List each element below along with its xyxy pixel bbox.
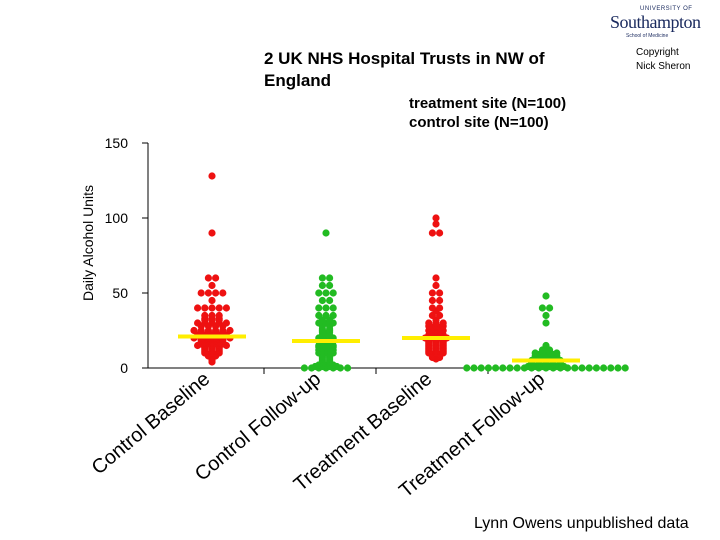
data-point	[215, 304, 223, 312]
data-point	[197, 289, 205, 297]
data-point	[542, 319, 550, 327]
data-point	[513, 364, 521, 372]
data-point	[329, 311, 337, 320]
data-point	[326, 296, 334, 305]
data-point	[318, 274, 326, 282]
data-point	[439, 319, 447, 327]
data-point	[322, 289, 330, 297]
data-point	[432, 214, 440, 222]
title-line-1: 2 UK NHS Hospital Trusts in NW of	[264, 49, 545, 68]
data-point	[222, 304, 230, 312]
logo-name: Southampton	[610, 12, 701, 32]
data-point	[621, 364, 629, 372]
data-point	[432, 220, 440, 228]
data-point	[329, 304, 337, 312]
chart-title: 2 UK NHS Hospital Trusts in NW of Englan…	[264, 48, 584, 92]
data-point	[425, 319, 433, 327]
data-point	[499, 364, 507, 372]
data-point	[208, 296, 216, 305]
y-tick-label: 100	[105, 210, 129, 226]
y-axis-label: Daily Alcohol Units	[80, 185, 96, 301]
data-point	[470, 364, 478, 372]
legend-entry-treatment: treatment site (N=100)	[409, 95, 567, 112]
data-point	[600, 364, 608, 372]
data-point	[222, 319, 230, 327]
data-point	[226, 326, 234, 335]
data-point	[326, 281, 334, 290]
data-point	[201, 304, 209, 312]
data-point	[219, 289, 227, 297]
title-line-2: England	[264, 71, 332, 90]
data-point	[436, 229, 444, 237]
data-point	[484, 364, 492, 372]
data-point	[322, 229, 330, 237]
logo-school: School of Medicine	[626, 33, 669, 39]
data-point	[201, 311, 209, 320]
data-point	[432, 274, 440, 282]
data-point	[204, 274, 212, 282]
footer-credit: Lynn Owens unpublished data	[474, 515, 689, 532]
data-point	[318, 296, 326, 305]
data-point	[428, 229, 436, 237]
x-category-label: Control Baseline	[88, 368, 215, 479]
data-point	[315, 304, 323, 312]
y-tick-label: 0	[120, 360, 128, 376]
data-point	[614, 364, 622, 372]
data-point	[432, 281, 440, 290]
data-point	[326, 274, 334, 282]
data-point	[428, 296, 436, 305]
legend: treatment site (N=100) control site (N=1…	[409, 94, 566, 132]
legend-entry-control: control site (N=100)	[409, 114, 549, 131]
data-point	[300, 364, 308, 372]
data-point	[436, 296, 444, 305]
data-point	[194, 319, 202, 327]
data-point	[208, 281, 216, 290]
data-point	[329, 289, 337, 297]
data-point	[322, 304, 330, 312]
data-point	[318, 281, 326, 290]
data-point	[546, 304, 554, 312]
data-point	[212, 274, 220, 282]
logo-university-text: UNIVERSITY OF	[640, 6, 693, 12]
data-point	[578, 364, 586, 372]
data-point	[344, 364, 352, 372]
data-point	[506, 364, 514, 372]
data-point	[208, 172, 216, 180]
data-point	[194, 304, 202, 312]
data-point	[553, 349, 561, 357]
data-point	[531, 349, 539, 357]
data-point	[208, 311, 216, 320]
data-point	[322, 311, 330, 320]
data-point	[190, 326, 198, 335]
data-point	[208, 304, 216, 312]
data-point	[463, 364, 471, 372]
copyright-line-2: Nick Sheron	[636, 61, 691, 72]
y-tick-label: 150	[105, 135, 129, 151]
data-point	[571, 364, 579, 372]
data-point	[436, 304, 444, 312]
copyright-line-1: Copyright	[636, 47, 679, 58]
data-point	[215, 311, 223, 320]
data-point	[315, 311, 323, 320]
data-point	[428, 304, 436, 312]
university-logo: UNIVERSITY OF Southampton School of Medi…	[596, 4, 714, 40]
data-point	[542, 292, 550, 300]
data-point	[542, 311, 550, 320]
data-point	[538, 304, 547, 312]
data-point	[204, 289, 212, 297]
data-point	[428, 289, 436, 297]
data-point	[212, 289, 220, 297]
data-point	[436, 289, 444, 297]
data-point	[585, 364, 593, 372]
data-point	[208, 229, 216, 237]
data-point	[542, 341, 550, 350]
copyright-notice: Copyright Nick Sheron	[636, 46, 716, 74]
data-point	[492, 364, 500, 372]
data-point	[315, 289, 323, 297]
data-point	[607, 364, 615, 372]
data-point	[592, 364, 601, 372]
data-point	[477, 364, 485, 372]
y-tick-label: 50	[112, 285, 128, 301]
